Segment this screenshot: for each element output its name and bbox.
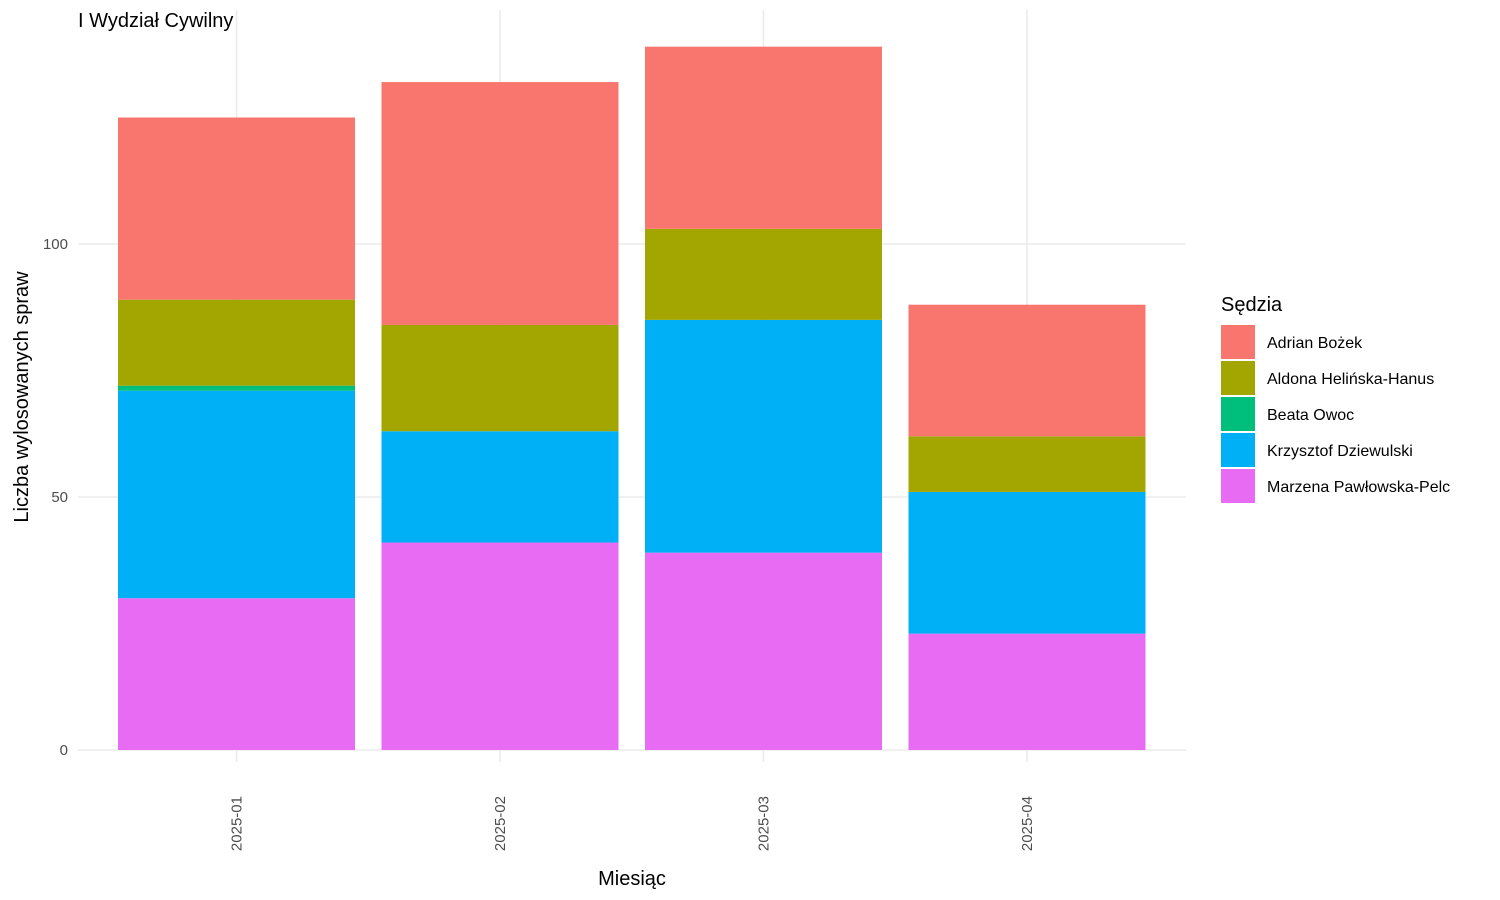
x-tick-label: 2025-01 [229, 796, 246, 851]
bar-segment [381, 82, 619, 325]
y-tick-label: 50 [51, 489, 68, 506]
legend-items: Adrian Bożek Aldona Helińska-Hanus Beata O… [1221, 325, 1450, 503]
y-tick-label: 100 [43, 236, 68, 253]
legend-swatch [1221, 361, 1255, 395]
y-axis-title: Liczba wylosowanych spraw [11, 271, 33, 523]
x-tick-label: 2025-02 [492, 796, 509, 851]
legend-label: Beata Owoc [1267, 407, 1354, 424]
x-tick-label: 2025-04 [1019, 796, 1036, 851]
bar-segment [118, 117, 355, 300]
bar-segment [645, 552, 882, 750]
x-tick-label: 2025-03 [756, 796, 773, 851]
legend-swatch [1221, 325, 1255, 359]
legend-label: Krzysztof Dziewulski [1267, 443, 1413, 460]
legend-label: Aldona Helińska-Hanus [1267, 371, 1434, 388]
legend-swatch [1221, 469, 1255, 503]
bar-segment [118, 385, 355, 391]
bar-segment [645, 228, 882, 320]
bar-segment [908, 304, 1146, 437]
bar-segment [645, 46, 882, 229]
bar-segment [118, 299, 355, 386]
x-axis-ticks: 2025-01 2025-02 2025-03 2025-04 [229, 796, 1037, 851]
bar-segment [908, 491, 1146, 634]
x-axis-title: Miesiąc [598, 868, 666, 890]
bar-segment [381, 324, 619, 432]
legend: Sędzia Adrian Bożek Aldona Helińska-Hanus… [1221, 294, 1450, 503]
chart-title: I Wydział Cywilny [78, 10, 233, 32]
legend-swatch [1221, 433, 1255, 467]
bar-segment [118, 598, 355, 750]
bar-segment [908, 436, 1146, 492]
legend-title: Sędzia [1221, 294, 1283, 316]
bar-segment [645, 319, 882, 553]
bar-segment [908, 633, 1146, 750]
y-tick-label: 0 [60, 742, 68, 759]
legend-label: Marzena Pawłowska-Pelc [1267, 479, 1450, 496]
bar-segment [381, 542, 619, 750]
bars [118, 46, 1146, 750]
bar-segment [118, 390, 355, 599]
bar-segment [381, 431, 619, 543]
y-axis-ticks: 0 50 100 [43, 236, 68, 759]
legend-label: Adrian Bożek [1267, 335, 1363, 352]
legend-swatch [1221, 397, 1255, 431]
